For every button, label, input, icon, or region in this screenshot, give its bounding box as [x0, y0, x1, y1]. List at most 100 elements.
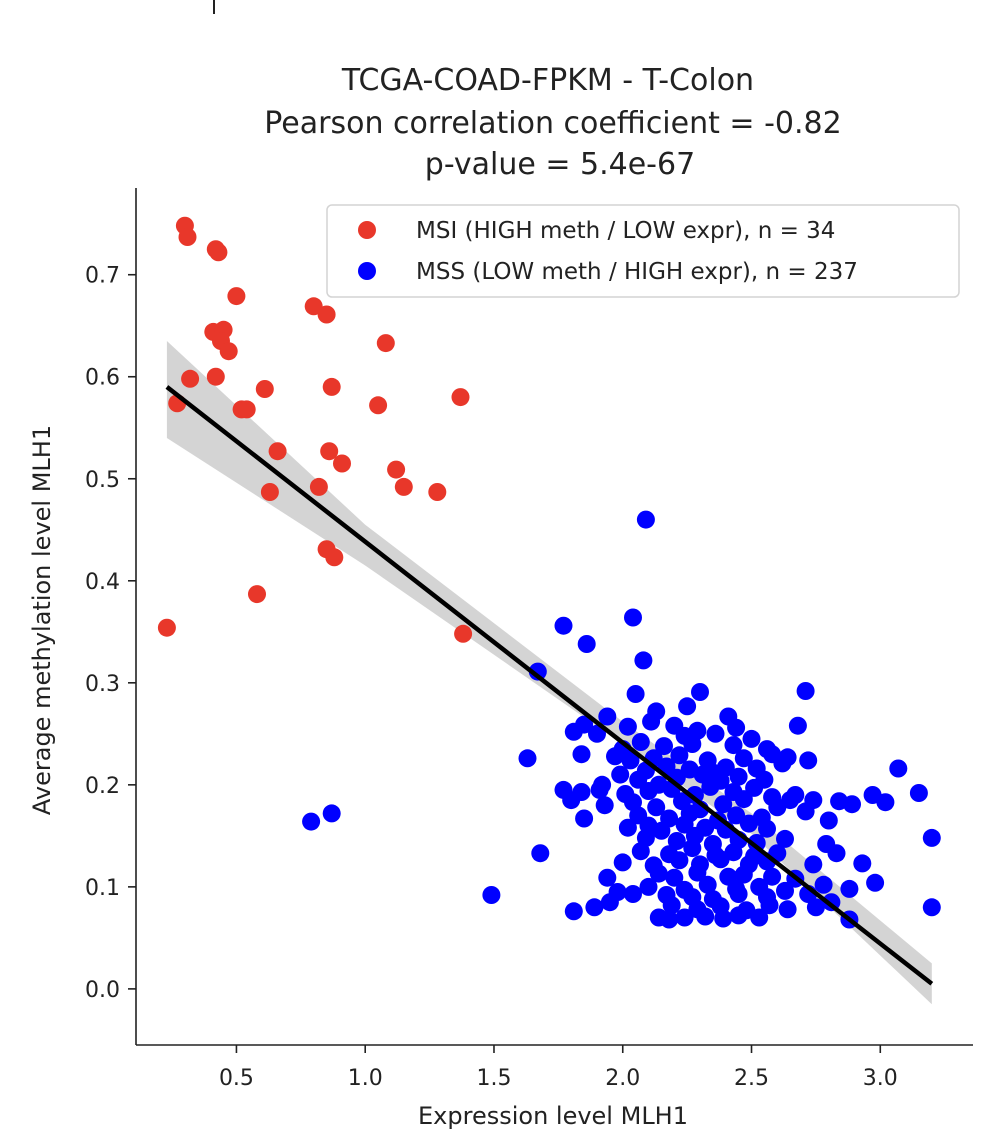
mss-point — [639, 782, 658, 800]
mss-point — [564, 902, 583, 921]
mss-point — [691, 683, 709, 701]
series-msi — [157, 216, 473, 643]
mss-point — [482, 886, 501, 904]
mss-point — [636, 510, 655, 529]
mss-point — [760, 896, 779, 915]
msi-point — [325, 548, 344, 567]
mss-point — [698, 875, 717, 894]
regression-confidence-band — [166, 341, 932, 1005]
mss-point — [588, 724, 606, 743]
msi-point — [178, 228, 197, 246]
mss-point — [613, 853, 632, 872]
mss-point — [688, 863, 707, 882]
x-tick-label: 0.5 — [219, 1066, 254, 1091]
msi-point — [309, 477, 328, 496]
mss-point — [781, 791, 800, 810]
mss-point — [729, 767, 748, 786]
mss-point — [575, 809, 594, 828]
msi-point — [209, 243, 228, 262]
mss-point — [660, 910, 679, 929]
msi-point — [304, 297, 323, 316]
mss-point — [763, 867, 782, 886]
mss-point — [876, 793, 895, 812]
msi-point — [248, 585, 266, 604]
msi-point — [206, 367, 225, 386]
mss-point — [804, 855, 823, 874]
mss-point — [727, 718, 746, 737]
mss-point — [776, 829, 794, 848]
legend-label-mss: MSS (LOW meth / HIGH expr), n = 237 — [416, 259, 858, 285]
mss-point — [734, 749, 753, 768]
legend-label-msi: MSI (HIGH meth / LOW expr), n = 34 — [416, 218, 835, 244]
mss-point — [711, 850, 730, 869]
y-tick-label: 0.0 — [85, 978, 120, 1003]
mss-point — [843, 795, 861, 814]
mss-point — [714, 795, 733, 814]
mss-point — [554, 616, 573, 635]
mss-point — [675, 908, 694, 927]
x-tick-label: 2.0 — [605, 1066, 640, 1091]
y-tick-label: 0.2 — [85, 774, 120, 799]
msi-point — [387, 460, 406, 479]
y-tick-label: 0.7 — [85, 264, 120, 289]
x-tick-label: 2.5 — [734, 1066, 769, 1091]
regression-fit-line — [165, 385, 934, 986]
mss-point — [611, 765, 630, 784]
mss-point — [518, 749, 537, 768]
mss-point — [778, 900, 797, 919]
mss-point — [734, 790, 753, 809]
mss-point — [585, 898, 604, 917]
msi-point — [320, 442, 339, 461]
y-tick-label: 0.3 — [85, 672, 120, 697]
x-tick-label: 1.5 — [476, 1066, 511, 1091]
legend-box — [326, 204, 960, 298]
mss-point — [806, 898, 825, 917]
y-tick-label: 0.4 — [85, 570, 120, 595]
mss-point — [683, 735, 702, 753]
top-edge-mark — [213, 0, 215, 14]
mss-point — [577, 635, 596, 653]
mss-point — [796, 682, 815, 700]
confidence-band — [166, 341, 932, 1005]
mss-point — [840, 879, 859, 898]
mss-point — [814, 875, 833, 894]
y-axis-ticks: 0.0 0.1 0.2 0.3 0.4 0.5 0.6 0.7 — [85, 264, 136, 1003]
mss-point — [670, 746, 689, 765]
axes — [135, 188, 973, 1046]
mss-point — [618, 818, 637, 837]
mss-point — [652, 821, 671, 840]
msi-point — [227, 287, 246, 306]
mss-point — [922, 898, 941, 917]
mss-point — [655, 737, 673, 756]
mss-point — [598, 707, 617, 726]
msi-point — [157, 618, 176, 637]
mss-point — [600, 893, 619, 912]
mss-point — [853, 854, 872, 873]
mss-point — [572, 745, 591, 764]
msi-point — [237, 400, 256, 419]
mss-point — [714, 909, 733, 928]
mss-point — [727, 806, 746, 825]
mss-point — [649, 864, 668, 883]
mss-point — [922, 828, 941, 847]
mss-point — [758, 819, 776, 838]
y-tick-label: 0.1 — [85, 876, 120, 901]
msi-point — [428, 483, 447, 501]
legend: MSI (HIGH meth / LOW expr), n = 34 MSS (… — [326, 204, 960, 298]
mss-point — [788, 716, 807, 735]
msi-point — [369, 396, 388, 415]
mss-point — [776, 881, 794, 900]
mss-point — [606, 747, 624, 766]
msi-point — [260, 483, 279, 501]
mss-point — [590, 780, 609, 799]
mss-point — [729, 885, 748, 903]
mss-point — [747, 834, 766, 852]
mss-point — [531, 844, 550, 863]
mss-point — [866, 873, 885, 892]
msi-point — [394, 477, 413, 496]
mss-point — [889, 759, 908, 778]
y-tick-label: 0.5 — [85, 468, 120, 493]
regression-line — [165, 385, 934, 986]
mss-point — [827, 844, 846, 863]
